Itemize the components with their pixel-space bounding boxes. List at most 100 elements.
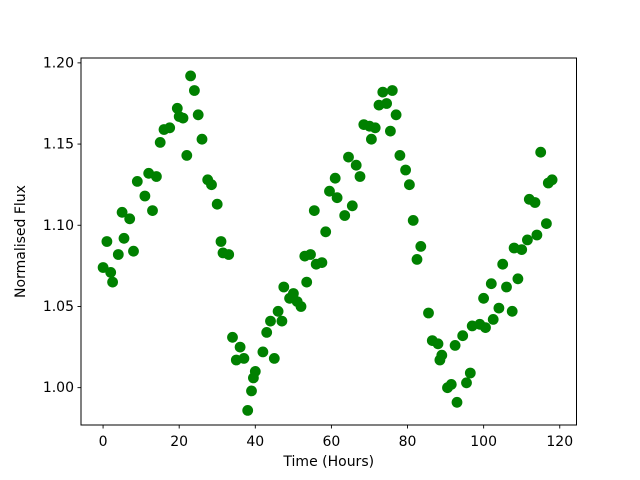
y-axis-ticks: 1.00 1.05 1.10 1.15 1.20 — [43, 55, 81, 396]
data-point — [288, 288, 299, 299]
data-point — [478, 292, 489, 304]
y-axis-label: Normalised Flux — [13, 185, 29, 298]
data-point — [107, 276, 118, 288]
data-point — [354, 171, 366, 182]
data-point — [261, 327, 273, 338]
data-point — [301, 276, 313, 288]
data-point — [369, 122, 381, 134]
data-point — [485, 278, 497, 290]
data-point — [329, 172, 341, 184]
data-point — [381, 98, 392, 109]
x-tick-label: 120 — [546, 434, 573, 450]
data-point — [211, 198, 223, 210]
data-point — [385, 125, 396, 137]
data-point — [516, 244, 528, 256]
scatter-points — [97, 70, 558, 416]
data-point — [535, 146, 547, 158]
data-point — [196, 133, 208, 145]
data-point — [546, 174, 558, 186]
data-point — [257, 346, 269, 358]
data-point — [249, 366, 261, 377]
data-point — [118, 232, 130, 244]
x-axis-label: Time (Hours) — [282, 454, 374, 470]
data-point — [112, 249, 124, 260]
data-point — [276, 315, 288, 327]
data-point — [400, 164, 411, 176]
data-point — [461, 377, 472, 389]
data-point — [394, 150, 406, 161]
data-point — [147, 205, 158, 217]
y-tick-label: 1.20 — [43, 55, 74, 71]
data-point — [189, 85, 200, 96]
data-point — [272, 305, 284, 317]
data-point — [451, 396, 463, 408]
data-point — [487, 314, 499, 325]
data-point — [529, 197, 541, 208]
data-point — [480, 322, 491, 333]
data-point — [124, 213, 136, 225]
data-point — [432, 338, 444, 350]
data-point — [339, 210, 351, 221]
data-point — [265, 315, 276, 327]
data-point — [295, 301, 307, 312]
data-point — [366, 133, 377, 145]
data-point — [350, 159, 362, 171]
data-point — [151, 171, 162, 182]
data-point — [501, 281, 512, 293]
x-tick-label: 40 — [246, 434, 264, 450]
data-point — [246, 385, 257, 397]
data-point — [415, 241, 427, 252]
data-point — [181, 150, 193, 161]
data-point — [154, 137, 166, 148]
data-point — [512, 273, 524, 285]
data-point — [116, 206, 128, 218]
data-point — [223, 249, 235, 260]
data-point — [324, 185, 335, 197]
data-point — [128, 245, 139, 257]
data-point — [320, 226, 332, 238]
plot-area — [81, 58, 577, 425]
x-tick-label: 20 — [170, 434, 188, 450]
data-point — [390, 109, 402, 121]
axes-spines — [80, 57, 577, 426]
x-axis-ticks: 0 20 40 60 80 100 120 — [99, 425, 573, 450]
data-point — [449, 340, 461, 351]
data-point — [215, 236, 227, 247]
data-point — [131, 176, 143, 187]
data-point — [377, 86, 389, 98]
data-point — [464, 367, 476, 379]
data-point — [305, 249, 316, 260]
data-point — [423, 307, 434, 319]
data-point — [497, 258, 509, 270]
data-point — [346, 200, 358, 212]
data-point — [105, 267, 117, 278]
data-point — [436, 349, 448, 361]
data-point — [234, 341, 246, 353]
data-point — [522, 234, 533, 246]
data-point — [177, 112, 189, 124]
data-point — [206, 179, 217, 191]
x-tick-label: 0 — [99, 434, 108, 450]
y-tick-label: 1.10 — [43, 218, 74, 234]
data-point — [192, 109, 204, 121]
data-point — [268, 353, 280, 364]
data-point — [493, 302, 505, 314]
data-point — [101, 236, 113, 247]
data-point — [541, 218, 552, 230]
data-point — [386, 85, 398, 96]
data-point — [238, 353, 250, 364]
y-tick-label: 1.05 — [43, 299, 74, 315]
data-point — [411, 254, 423, 265]
data-point — [185, 70, 197, 82]
data-point — [445, 379, 457, 390]
data-point — [343, 151, 354, 163]
data-point — [171, 102, 183, 114]
x-tick-label: 100 — [470, 434, 497, 450]
x-tick-label: 60 — [322, 434, 340, 450]
data-point — [278, 281, 290, 293]
data-point — [227, 331, 238, 343]
data-point — [404, 179, 415, 191]
data-point — [506, 305, 518, 317]
